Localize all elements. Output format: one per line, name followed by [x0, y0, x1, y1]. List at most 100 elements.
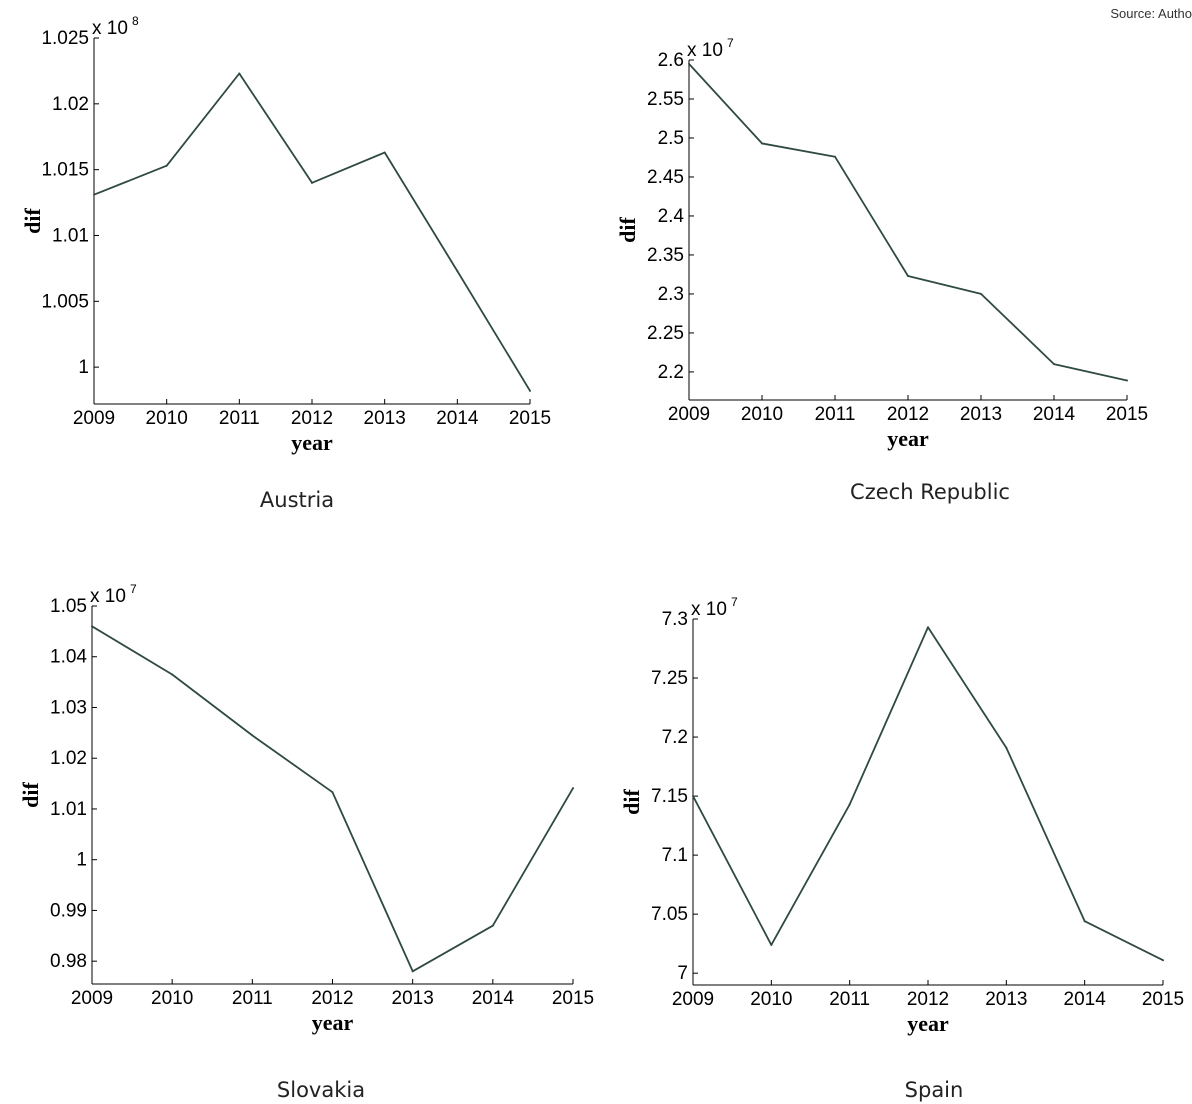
austria-data-point — [238, 72, 241, 75]
spain-y-tick-label: 7 — [677, 963, 688, 984]
czech-republic-y-tick-label: 2.4 — [658, 206, 685, 227]
slovakia-y-tick-label: 1.02 — [50, 748, 87, 769]
spain-exponent-power: 7 — [731, 595, 738, 609]
spain-x-tick-label: 2015 — [1142, 989, 1184, 1010]
czech-republic-data-point — [980, 292, 982, 295]
slovakia-data-point — [251, 734, 254, 737]
czech-republic-data-point — [834, 155, 836, 158]
austria-x-tick-label: 2013 — [364, 408, 406, 429]
czech-republic-data-point — [1126, 379, 1128, 382]
czech-republic-y-tick-label: 2.35 — [647, 245, 684, 266]
spain-data-point — [692, 795, 694, 798]
spain-y-tick-label: 7.3 — [662, 609, 688, 630]
slovakia-x-axis-label: year — [312, 1010, 354, 1035]
austria-x-tick-label: 2012 — [291, 408, 333, 429]
slovakia-data-point — [572, 787, 574, 790]
spain-data-point — [848, 803, 851, 806]
slovakia-y-tick-label: 0.99 — [50, 900, 87, 921]
spain-x-axis-label: year — [907, 1011, 949, 1036]
czech-republic-exponent-label: x 10 — [687, 40, 723, 61]
source-note: Source: Autho — [1110, 6, 1192, 21]
spain-data-point — [1005, 746, 1008, 749]
spain-x-tick-label: 2011 — [829, 989, 870, 1010]
austria-exponent-label: x 10 — [92, 18, 128, 39]
caption-austria: Austria — [259, 488, 335, 512]
spain-data-point — [1162, 959, 1164, 962]
slovakia-x-tick-label: 2014 — [472, 988, 515, 1009]
czech-republic-x-tick-label: 2012 — [887, 404, 929, 425]
slovakia-data-point — [331, 791, 334, 794]
spain-x-tick-label: 2014 — [1064, 989, 1107, 1010]
austria-y-tick-label: 1.02 — [52, 94, 89, 115]
austria-data-point — [165, 164, 168, 167]
czech-republic-y-axis-label: dif — [615, 216, 640, 242]
spain-y-axis-label: dif — [619, 788, 644, 814]
slovakia-y-axis-label: dif — [18, 781, 43, 807]
spain-y-tick-label: 7.05 — [651, 904, 688, 925]
austria-x-axis-label: year — [291, 430, 333, 455]
austria-data-point — [456, 270, 459, 273]
czech-republic-x-axis-label: year — [887, 426, 929, 451]
austria-x-tick-label: 2014 — [436, 408, 479, 429]
caption-spain: Spain — [904, 1078, 964, 1102]
spain-series-line — [692, 626, 1164, 962]
czech-republic-x-tick-label: 2015 — [1106, 404, 1148, 425]
austria-x-tick-label: 2010 — [146, 408, 188, 429]
slovakia-data-point — [411, 970, 414, 973]
slovakia-y-tick-label: 1.05 — [50, 596, 87, 617]
czech-republic-exponent-power: 7 — [727, 36, 734, 50]
slovakia-data-point — [171, 673, 174, 676]
spain-y-tick-label: 7.25 — [651, 668, 688, 689]
czech-republic-x-tick-label: 2011 — [815, 404, 856, 425]
slovakia-x-tick-label: 2010 — [151, 988, 193, 1009]
austria-data-point — [529, 389, 531, 392]
slovakia-exponent-label: x 10 — [90, 586, 126, 607]
spain-data-point — [927, 626, 929, 629]
austria-data-point — [93, 193, 95, 196]
czech-republic-x-tick-label: 2013 — [960, 404, 1002, 425]
spain-data-point — [1083, 920, 1086, 923]
spain-x-tick-label: 2013 — [985, 989, 1027, 1010]
austria-y-tick-label: 1 — [78, 357, 89, 378]
slovakia-x-tick-label: 2013 — [392, 988, 434, 1009]
slovakia-y-tick-label: 1.04 — [50, 647, 87, 668]
czech-republic-x-tick-label: 2010 — [741, 404, 783, 425]
austria-x-tick-label: 2009 — [73, 408, 115, 429]
austria-x-tick-label: 2015 — [509, 408, 551, 429]
austria-data-point — [311, 181, 313, 184]
spain-exponent-label: x 10 — [691, 599, 727, 620]
austria-exponent-power: 8 — [132, 14, 139, 28]
slovakia-x-tick-label: 2015 — [552, 988, 594, 1009]
spain-data-point — [770, 943, 773, 946]
czech-republic-y-tick-label: 2.2 — [658, 362, 684, 383]
slovakia-series-line — [91, 625, 574, 973]
austria-y-tick-label: 1.005 — [41, 291, 89, 312]
czech-republic-data-point — [1053, 363, 1055, 366]
austria-y-tick-label: 1.015 — [41, 160, 89, 181]
slovakia-data-point — [91, 625, 93, 628]
czech-republic-data-point — [907, 275, 909, 278]
caption-czech-republic: Czech Republic — [850, 480, 1010, 504]
slovakia-x-tick-label: 2009 — [71, 988, 113, 1009]
slovakia-y-tick-label: 0.98 — [50, 951, 87, 972]
austria-y-tick-label: 1.01 — [52, 225, 89, 246]
caption-slovakia: Slovakia — [276, 1078, 366, 1102]
slovakia-y-tick-label: 1.03 — [50, 697, 87, 718]
slovakia-x-tick-label: 2012 — [311, 988, 353, 1009]
czech-republic-series-line — [688, 63, 1128, 382]
slovakia-y-tick-label: 1 — [76, 850, 87, 871]
spain-y-tick-label: 7.1 — [662, 845, 688, 866]
austria-x-tick-label: 2011 — [219, 408, 260, 429]
czech-republic-y-tick-label: 2.25 — [647, 323, 684, 344]
czech-republic-x-tick-label: 2014 — [1033, 404, 1076, 425]
czech-republic-y-tick-label: 2.3 — [658, 284, 684, 305]
austria-series-line — [93, 72, 531, 392]
spain-x-tick-label: 2009 — [672, 989, 714, 1010]
czech-republic-data-point — [761, 142, 763, 145]
slovakia-exponent-power: 7 — [130, 582, 137, 596]
czech-republic-y-tick-label: 2.45 — [647, 167, 684, 188]
austria-y-axis-label: dif — [20, 207, 45, 233]
czech-republic-x-tick-label: 2009 — [668, 404, 710, 425]
spain-y-tick-label: 7.2 — [662, 727, 688, 748]
